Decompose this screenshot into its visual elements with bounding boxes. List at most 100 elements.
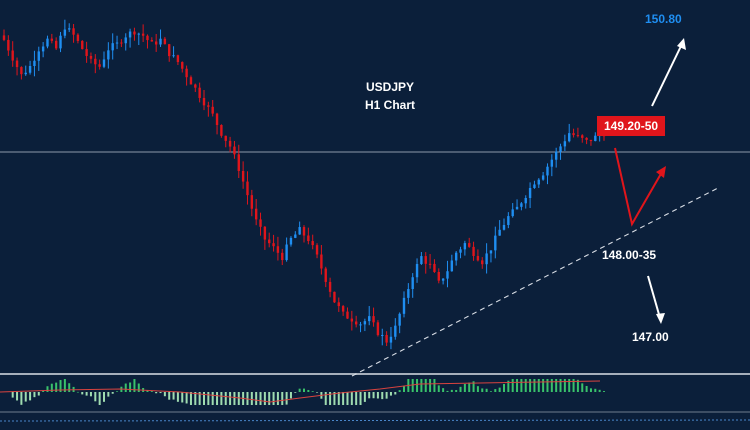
bullish-arrow [651, 43, 683, 107]
candle-body [415, 263, 419, 278]
oscillator-bar [350, 392, 353, 405]
candle-body [328, 281, 332, 292]
candle-body [320, 254, 323, 269]
candle-body [189, 77, 193, 85]
oscillator-bar [63, 379, 66, 392]
oscillator-bar [224, 392, 227, 405]
oscillator-bar [446, 390, 449, 392]
candle-body [181, 62, 184, 69]
candle-body [363, 321, 367, 325]
candle-body [468, 243, 471, 247]
oscillator-bar [198, 392, 201, 405]
candle-body [585, 137, 588, 140]
candle-body [589, 139, 593, 142]
candle-body [450, 260, 454, 272]
candle-body [89, 55, 93, 59]
candle-body [572, 133, 575, 136]
candle-body [276, 246, 280, 253]
candle-body [281, 252, 284, 261]
candle-body [550, 159, 554, 167]
oscillator-bar [155, 392, 158, 394]
oscillator-bar [89, 392, 92, 397]
oscillator-bar [450, 389, 453, 392]
oscillator-bar [398, 390, 401, 392]
candle-body [507, 216, 510, 225]
candle-body [559, 146, 562, 152]
oscillator-bar [316, 392, 319, 393]
candle-body [28, 66, 32, 73]
candle-body [46, 38, 49, 47]
oscillator-bar [572, 379, 575, 392]
candle-body [315, 245, 319, 255]
oscillator-bar [229, 392, 232, 405]
oscillator-bar [76, 391, 79, 393]
oscillator-bar [468, 382, 471, 392]
candle-body [207, 105, 210, 107]
oscillator-bar [481, 388, 484, 392]
oscillator-bar [424, 379, 427, 392]
oscillator-bar [68, 383, 71, 392]
candle-body [311, 241, 314, 246]
oscillator-bar [307, 389, 310, 392]
candle-body [537, 179, 540, 185]
candle-body [228, 140, 232, 147]
candle-body [85, 49, 88, 56]
oscillator-bar [263, 392, 266, 405]
candle-body [202, 97, 206, 106]
oscillator-bar [294, 392, 297, 393]
oscillator-bar [37, 392, 40, 396]
oscillator-bar [476, 386, 479, 392]
candle-body [341, 306, 345, 312]
oscillator-bar [503, 383, 505, 392]
candle-body [424, 256, 427, 264]
oscillator-bar [524, 379, 527, 392]
candle-body [359, 324, 362, 326]
candle-body [133, 31, 136, 35]
candle-body [446, 271, 449, 279]
candle-body [76, 34, 80, 41]
candle-body [337, 302, 340, 307]
oscillator-bar [150, 391, 153, 392]
candle-body [98, 64, 101, 67]
oscillator-bar [311, 391, 314, 392]
candle-body [41, 46, 45, 52]
candle-body [250, 195, 254, 209]
candle-body [146, 35, 149, 41]
oscillator-bar [598, 389, 601, 392]
oscillator-bar [542, 379, 545, 392]
oscillator-bar [324, 392, 327, 405]
oscillator-bar [116, 391, 119, 392]
oscillator-bar [133, 379, 136, 392]
candle-body [376, 322, 380, 336]
oscillator-bar [203, 392, 205, 405]
candle-body [272, 243, 275, 247]
candle-body [515, 206, 519, 210]
candle-body [568, 133, 571, 142]
oscillator-bar [176, 392, 179, 402]
oscillator-bar [555, 379, 558, 392]
oscillator-signal-line [0, 380, 601, 403]
uptrend-line [351, 187, 719, 377]
candle-body [494, 235, 497, 251]
oscillator-bar [376, 392, 379, 399]
support-zone-label: 148.00-35 [602, 248, 657, 262]
oscillator-bar [172, 392, 175, 400]
oscillator-bar [211, 392, 214, 405]
candle-body [381, 334, 384, 336]
candle-body [420, 256, 423, 264]
candle-body [285, 244, 288, 261]
oscillator-bar [216, 392, 219, 405]
oscillator-bar [546, 379, 549, 392]
oscillator-bar [533, 379, 536, 392]
oscillator-bar [559, 379, 562, 392]
oscillator-bar [285, 392, 288, 405]
oscillator-bar [442, 388, 445, 392]
candle-body [302, 227, 306, 236]
oscillator-bar [594, 388, 597, 392]
oscillator-bar [259, 392, 262, 405]
oscillator-bar [507, 380, 510, 392]
resistance-zone-badge: 149.20-50 [597, 116, 666, 136]
candle-body [268, 239, 271, 244]
candle-body [194, 84, 197, 88]
